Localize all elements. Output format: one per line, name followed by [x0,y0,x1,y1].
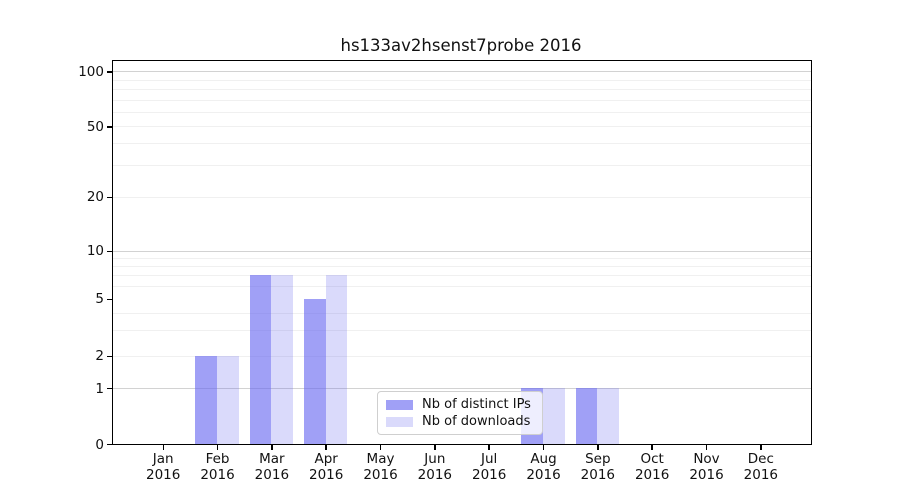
x-tick [597,445,599,450]
y-tick [107,444,112,446]
major-gridline [113,71,811,73]
major-gridline [113,388,811,389]
bar-nb-of-downloads-sep [597,388,620,444]
y-tick-label: 2 [95,348,104,364]
x-tick [162,445,164,450]
y-tick [107,355,112,357]
minor-gridline [113,88,811,90]
x-tick [271,445,273,450]
x-tick [216,445,219,450]
legend-row: Nb of distinct IPs [386,397,535,413]
minor-gridline [113,355,811,357]
minor-gridline [113,143,811,145]
x-tick [325,445,327,450]
y-tick-label: 20 [86,189,104,205]
x-tick [760,445,762,450]
y-tick-label: 0 [95,436,104,453]
bar-nb-of-distinct-ips-sep [575,388,598,444]
minor-gridline [113,196,811,198]
x-tick-label: Aug 2016 [526,451,561,483]
y-tick-label: 10 [86,243,104,259]
minor-gridline [113,312,811,314]
x-tick [705,445,708,450]
minor-gridline [113,286,811,288]
minor-gridline [113,266,811,268]
legend-swatch-downloads [386,417,413,427]
x-tick-label: Jan 2016 [146,451,181,483]
x-tick [488,445,490,450]
minor-gridline [113,99,811,101]
x-tick-label: Feb 2016 [200,451,235,483]
x-tick-label: Nov 2016 [689,451,724,483]
y-tick [107,126,112,128]
x-tick [434,445,436,450]
y-tick-label: 100 [78,63,104,80]
minor-gridline [113,257,811,259]
x-tick-label: Jul 2016 [471,451,507,483]
y-tick [107,250,112,252]
x-tick-label: Oct 2016 [634,451,670,483]
y-tick-label: 50 [86,118,104,135]
bar-nb-of-downloads-mar [271,275,294,444]
bar-nb-of-distinct-ips-feb [195,355,218,444]
x-tick [651,445,653,450]
x-tick-label: Dec 2016 [743,451,778,483]
legend-label: Nb of downloads [422,414,531,429]
y-tick-label: 5 [95,291,104,308]
legend-label: Nb of distinct IPs [422,397,531,412]
x-tick-label: May 2016 [363,451,398,483]
major-gridline [113,250,811,252]
x-tick-label: Jun 2016 [417,451,453,483]
y-tick [107,71,112,73]
bar-nb-of-distinct-ips-apr [303,298,326,444]
x-tick-label: Mar 2016 [254,451,290,483]
x-tick-label: Sep 2016 [580,451,615,483]
legend: Nb of distinct IPs Nb of downloads [377,391,543,435]
chart-title: hs133av2hsenst7probe 2016 [340,36,582,55]
bar-nb-of-downloads-feb [217,355,239,444]
bar-nb-of-downloads-aug [543,388,565,444]
minor-gridline [113,275,811,277]
y-tick-label: 1 [95,380,104,397]
bar-nb-of-downloads-apr [325,275,348,444]
bar-nb-of-distinct-ips-mar [249,275,272,444]
minor-gridline [113,79,811,81]
x-tick [542,445,545,450]
minor-gridline [113,165,811,167]
plot-area [112,60,812,445]
x-tick-label: Apr 2016 [309,451,344,483]
x-tick [379,445,382,450]
minor-gridline [113,330,811,332]
minor-gridline [113,126,811,128]
y-tick [107,298,112,301]
legend-swatch-distinct-ips [386,400,413,410]
y-tick [107,196,112,198]
legend-row: Nb of downloads [386,414,535,430]
minor-gridline [113,111,811,113]
y-tick [107,388,112,390]
